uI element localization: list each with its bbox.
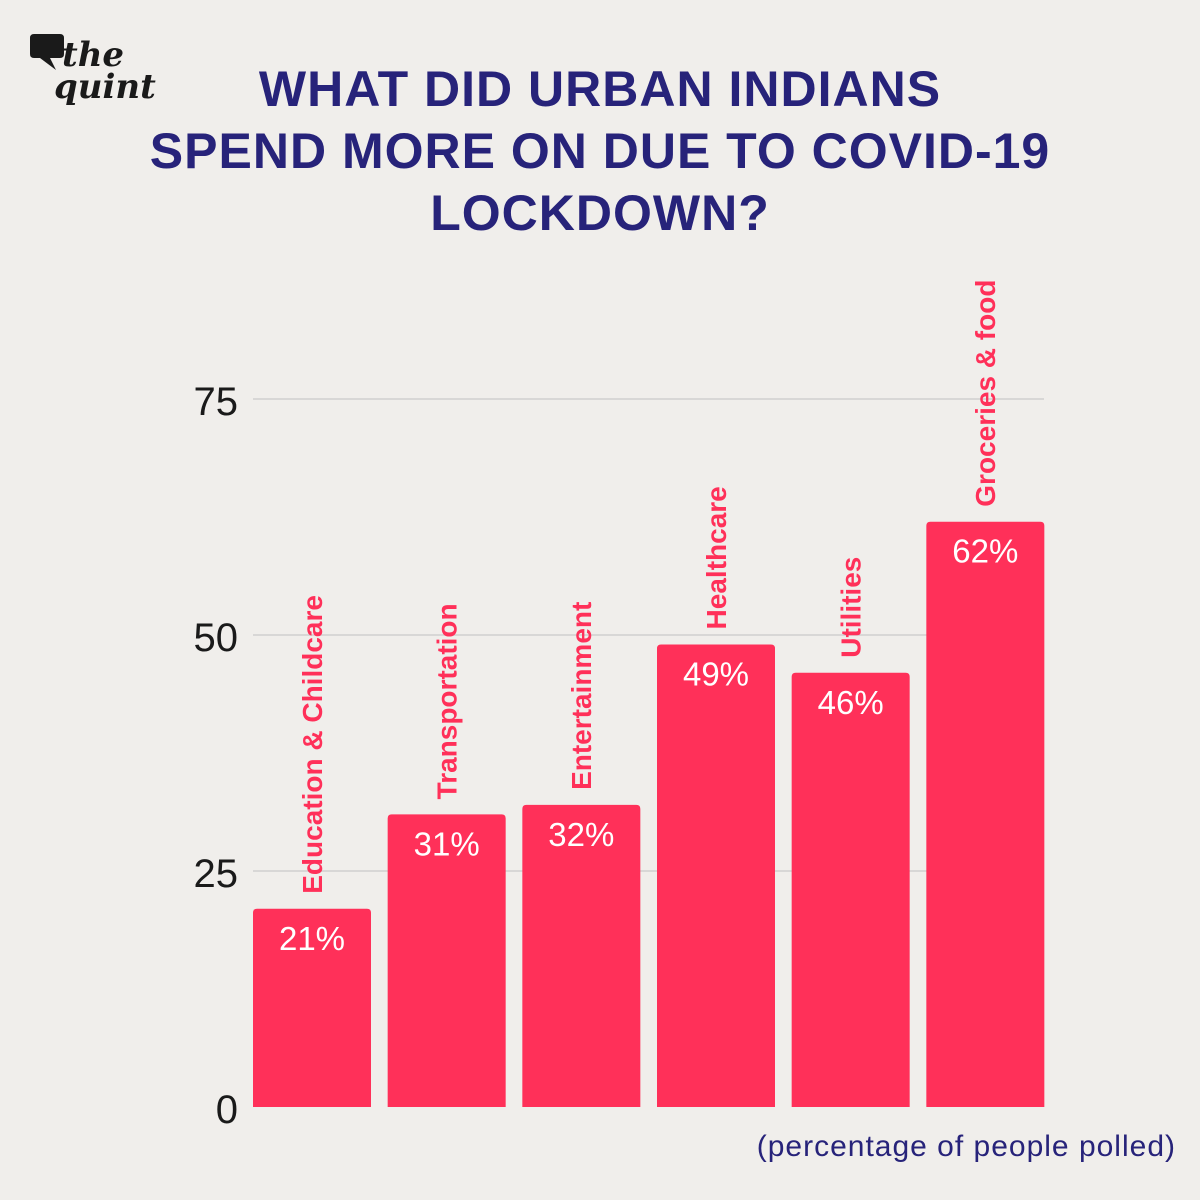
- y-tick-label: 0: [216, 1088, 238, 1132]
- bar-value-label: 49%: [683, 655, 749, 692]
- category-label: Transportation: [431, 603, 462, 799]
- chart-caption: (percentage of people polled): [756, 1130, 1176, 1163]
- chart-title: WHAT DID URBAN INDIANS SPEND MORE ON DUE…: [100, 58, 1100, 244]
- bar-5: [926, 521, 1045, 1107]
- y-tick-label: 75: [194, 380, 239, 424]
- bar-value-label: 21%: [279, 920, 345, 957]
- bar-2: [522, 804, 641, 1107]
- y-tick-label: 25: [194, 852, 239, 896]
- category-label: Groceries & food: [970, 280, 1001, 507]
- title-line-2: SPEND MORE ON DUE TO COVID-19: [149, 123, 1051, 179]
- bar-1: [387, 814, 506, 1107]
- category-label: Healthcare: [701, 486, 732, 629]
- bar-value-label: 32%: [548, 816, 614, 853]
- bar-0: [253, 908, 371, 1107]
- brand-line1: the: [62, 35, 125, 75]
- brand-logo: the quint: [28, 30, 158, 110]
- title-line-3: LOCKDOWN?: [430, 185, 770, 241]
- bar-value-label: 46%: [818, 684, 884, 721]
- category-label: Utilities: [835, 557, 866, 658]
- bar-value-label: 31%: [414, 825, 480, 862]
- bar-3: [657, 644, 775, 1107]
- bar-4: [791, 672, 910, 1107]
- speech-bubble-icon: [30, 34, 64, 70]
- bar-value-label: 62%: [952, 533, 1018, 570]
- title-line-1: WHAT DID URBAN INDIANS: [258, 61, 942, 117]
- y-tick-label: 50: [194, 616, 239, 660]
- brand-line2: quint: [54, 67, 156, 107]
- category-label: Education & Childcare: [297, 595, 328, 894]
- category-label: Entertainment: [566, 602, 597, 790]
